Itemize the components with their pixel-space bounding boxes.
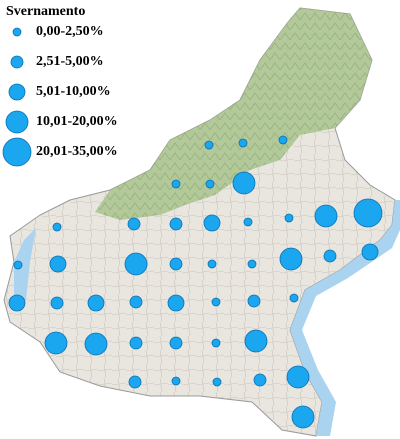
site-bubble — [171, 376, 181, 386]
site-bubble — [13, 260, 23, 270]
site-bubble — [203, 214, 221, 232]
site-bubble — [169, 257, 183, 271]
lake — [14, 228, 36, 300]
site-bubble — [167, 294, 185, 312]
site-bubble — [244, 329, 268, 353]
legend-symbol — [10, 55, 24, 69]
legend-symbol — [5, 110, 29, 134]
site-bubble — [49, 255, 67, 273]
site-bubble — [171, 179, 181, 189]
site-bubble — [243, 217, 253, 227]
legend-symbol — [12, 27, 22, 37]
site-bubble — [323, 249, 337, 263]
site-bubble — [212, 377, 222, 387]
site-bubble — [253, 373, 267, 387]
site-bubble — [127, 217, 141, 231]
site-bubble — [279, 247, 303, 271]
site-bubble — [87, 294, 105, 312]
legend-label: 10,01-20,00% — [36, 114, 118, 129]
site-bubble — [204, 140, 214, 150]
site-bubble — [129, 295, 143, 309]
legend-symbol — [2, 137, 32, 167]
site-bubble — [169, 217, 183, 231]
legend-symbol — [8, 83, 26, 101]
site-bubble — [361, 243, 379, 261]
site-bubble — [207, 259, 217, 269]
legend-label: 2,51-5,00% — [36, 54, 104, 69]
site-bubble — [353, 198, 383, 228]
legend-label: 20,01-35,00% — [36, 144, 118, 159]
site-bubble — [232, 171, 256, 195]
site-bubble — [211, 297, 221, 307]
site-bubble — [211, 338, 221, 348]
site-bubble — [291, 405, 315, 429]
legend-title: Svernamento — [6, 4, 85, 19]
site-bubble — [289, 293, 299, 303]
site-bubble — [8, 294, 26, 312]
site-bubble — [50, 296, 64, 310]
site-bubble — [44, 331, 68, 355]
site-bubble — [205, 179, 215, 189]
site-bubble — [124, 252, 148, 276]
site-bubble — [247, 259, 257, 269]
site-bubble — [169, 336, 183, 350]
site-bubble — [278, 135, 288, 145]
site-bubble — [284, 213, 294, 223]
site-bubble — [286, 365, 310, 389]
site-bubble — [238, 138, 248, 148]
region-mountain — [95, 8, 372, 220]
site-bubble — [129, 336, 143, 350]
site-bubble — [314, 204, 338, 228]
legend-label: 5,01-10,00% — [36, 84, 111, 99]
site-bubble — [128, 375, 142, 389]
site-bubble — [247, 294, 261, 308]
site-bubble — [52, 222, 62, 232]
site-bubble — [84, 332, 108, 356]
legend-label: 0,00-2,50% — [36, 24, 104, 39]
